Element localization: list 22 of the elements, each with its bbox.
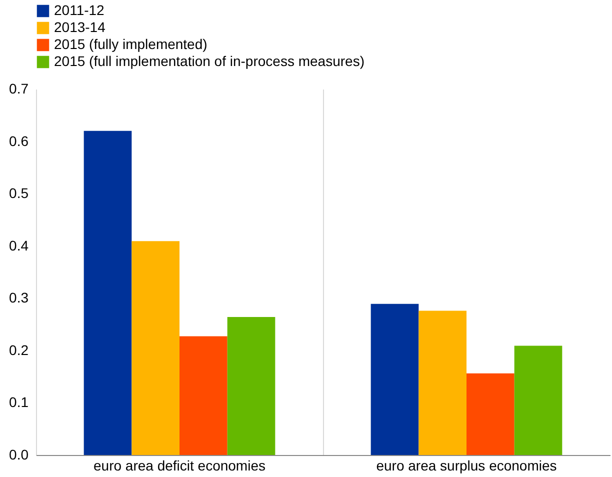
legend-label: 2015 (full implementation of in-process measures) [54, 53, 364, 69]
bar [514, 346, 562, 455]
bar [180, 336, 228, 455]
y-tick-label: 0.2 [9, 342, 29, 358]
y-tick-label: 0.0 [9, 446, 29, 462]
x-tick-label: euro area surplus economies [376, 458, 557, 474]
bar [132, 241, 180, 455]
legend-label: 2015 (fully implemented) [54, 36, 208, 52]
bar [466, 373, 514, 455]
legend-label: 2013-14 [54, 19, 106, 35]
bar [84, 130, 132, 455]
y-tick-label: 0.7 [9, 80, 29, 96]
y-tick-label: 0.6 [9, 132, 29, 149]
bar [418, 310, 466, 455]
y-tick-label: 0.4 [9, 237, 29, 254]
y-tick-label: 0.5 [9, 185, 29, 202]
y-tick-label: 0.1 [9, 394, 29, 410]
y-tick-label: 0.3 [9, 290, 29, 306]
bar [227, 316, 276, 455]
x-tick-label: euro area deficit economies [94, 458, 266, 474]
bar [370, 304, 419, 455]
legend-label: 2011-12 [54, 2, 105, 18]
